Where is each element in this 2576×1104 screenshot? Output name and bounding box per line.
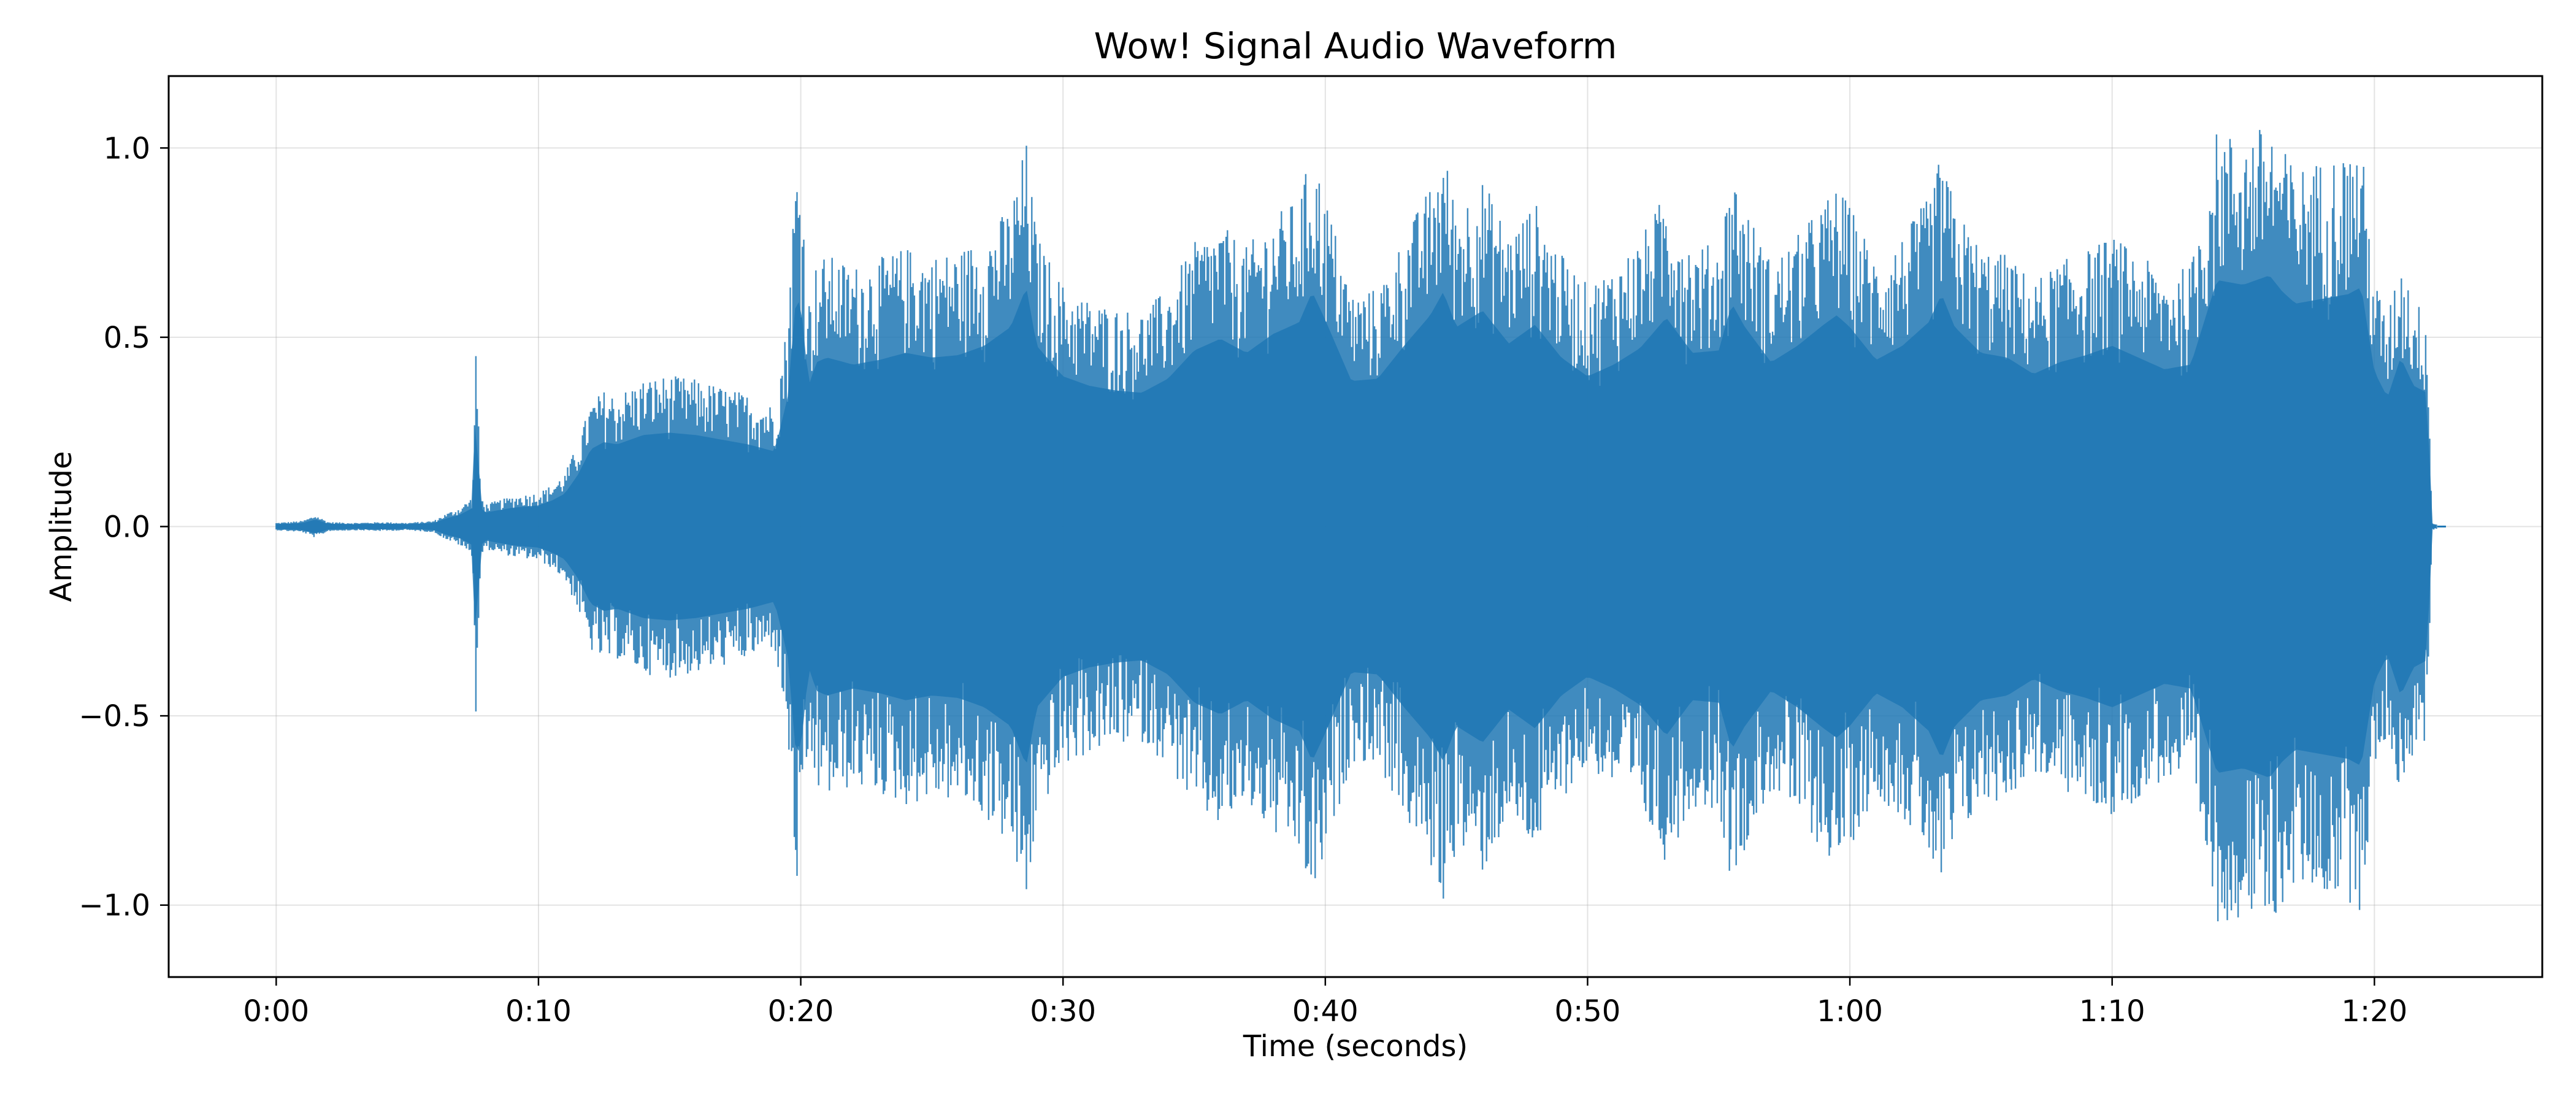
x-axis-label: Time (seconds) (1243, 1029, 1468, 1064)
x-tick-label: 1:00 (1817, 994, 1883, 1029)
x-tick-label: 0:20 (768, 994, 834, 1029)
chart-title: Wow! Signal Audio Waveform (1094, 25, 1617, 67)
x-tick-label: 0:00 (243, 994, 309, 1029)
x-tick-label: 0:40 (1292, 994, 1359, 1029)
y-tick-label: 0.5 (104, 321, 150, 355)
y-tick-label: −0.5 (79, 699, 150, 734)
x-tick-label: 0:50 (1555, 994, 1621, 1029)
waveform-line (275, 129, 2437, 922)
axis-ticks: 0:00 0:10 0:20 0:30 0:40 0:50 1:00 1:10 1:20 1.0 0… (79, 131, 2407, 1029)
y-tick-label: 1.0 (104, 131, 150, 166)
y-tick-label: −1.0 (79, 889, 150, 923)
y-tick-label: 0.0 (104, 510, 150, 545)
x-tick-label: 1:10 (2079, 994, 2145, 1029)
x-tick-label: 0:10 (505, 994, 572, 1029)
waveform-series (275, 129, 2446, 922)
x-tick-label: 1:20 (2341, 994, 2407, 1029)
x-tick-label: 0:30 (1030, 994, 1096, 1029)
y-axis-label: Amplitude (44, 451, 79, 602)
